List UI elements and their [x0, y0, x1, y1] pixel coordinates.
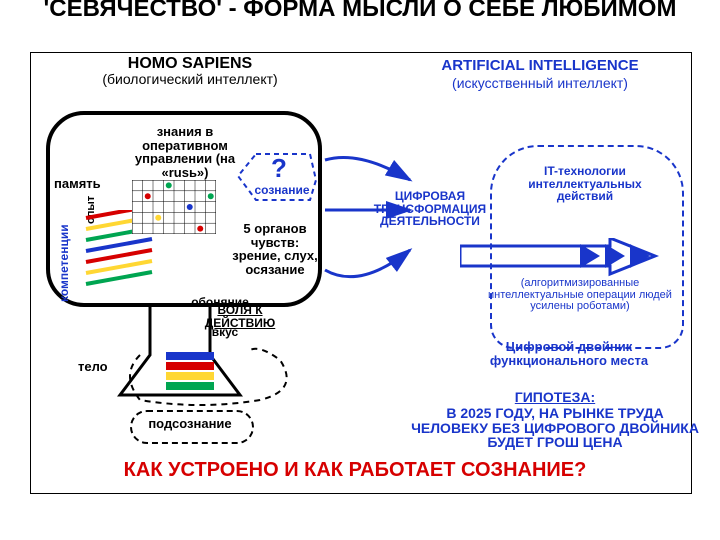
body-dash — [110, 300, 310, 410]
twin-label: Цифровой двойник функционального места — [454, 340, 684, 367]
bottom-question: КАК УСТРОЕНО И КАК РАБОТАЕТ СОЗНАНИЕ? — [45, 460, 665, 481]
transform-label: ЦИФРОВАЯ ТРАНСФОРМАЦИЯ ДЕЯТЕЛЬНОСТИ — [370, 190, 490, 228]
transform-arrows — [320, 150, 440, 310]
hypothesis-body: В 2025 ГОДУ, НА РЫНКЕ ТРУДА ЧЕЛОВЕКУ БЕЗ… — [410, 406, 700, 450]
competence-label: компетенции — [58, 208, 71, 318]
head-grid — [132, 180, 216, 234]
algo-label: (алгоритмизированные интеллектуальные оп… — [480, 278, 680, 313]
right-col-h1: ARTIFICIAL INTELLIGENCE — [400, 58, 680, 74]
it-label: IT-технологии интеллектуальных действий — [500, 165, 670, 203]
hypothesis-head: ГИПОТЕЗА: — [440, 390, 670, 405]
consciousness-label: сознание — [246, 184, 318, 197]
senses-label: 5 органов чувств: зрение, слух, осязание — [225, 222, 325, 277]
knowledge-label: знания в оперативном управлении (на «rus… — [115, 125, 255, 180]
memory-label: память — [54, 177, 114, 191]
body-label: тело — [78, 360, 128, 374]
left-col-h2: (биологический интеллект) — [60, 72, 320, 87]
title: 'СЕВЯЧЕСТВО' - ФОРМА МЫСЛИ О СЕБЕ ЛЮБИМО… — [0, 0, 720, 21]
right-col-h2: (искусственный интеллект) — [400, 76, 680, 91]
question-mark: ? — [264, 155, 294, 182]
page: 'СЕВЯЧЕСТВО' - ФОРМА МЫСЛИ О СЕБЕ ЛЮБИМО… — [0, 0, 720, 540]
subconscious-label: подсознание — [132, 417, 248, 431]
big-arrow — [460, 238, 660, 278]
